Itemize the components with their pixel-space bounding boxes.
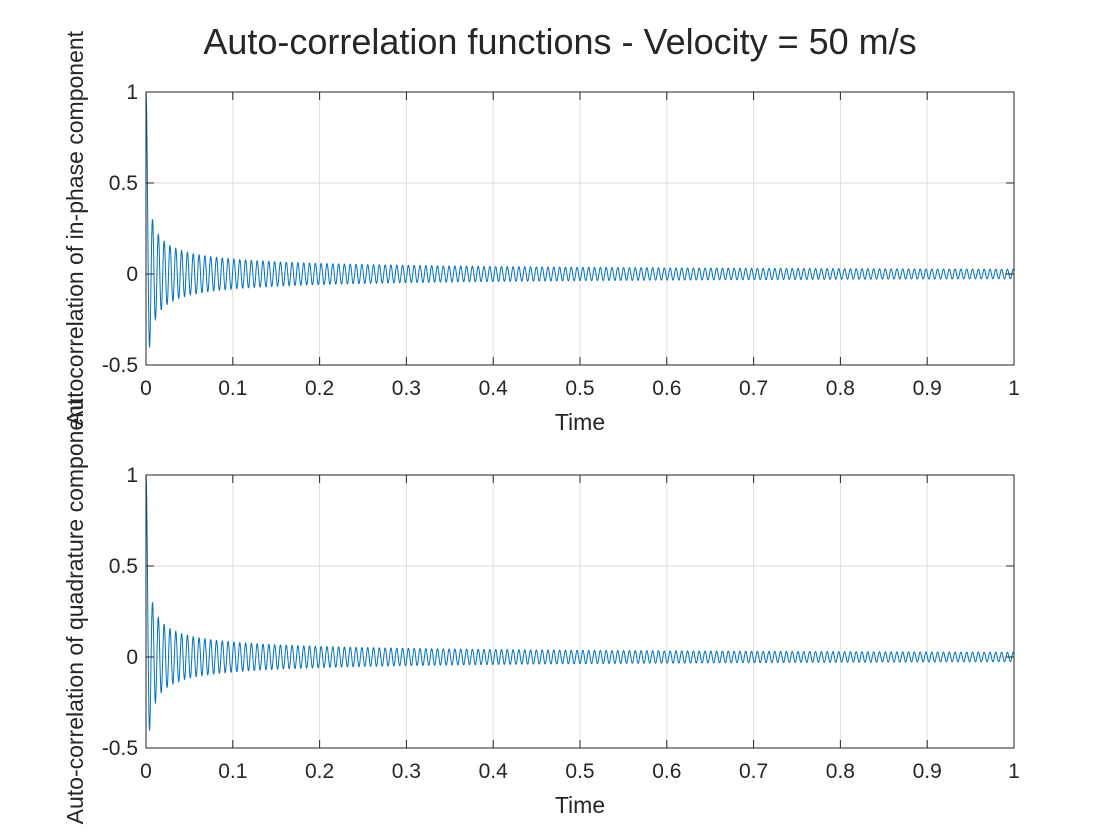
x-tick-label: 0.1: [218, 377, 247, 400]
x-tick-label: 0.3: [392, 760, 421, 783]
y-tick-label: 0.5: [109, 555, 138, 578]
x-tick-label: 0.6: [652, 377, 681, 400]
y-tick-label: 1: [126, 464, 138, 487]
x-tick-label: 1: [1008, 760, 1020, 783]
x-tick-label: 0.8: [826, 760, 855, 783]
x-tick-label: 0: [140, 760, 152, 783]
y-tick-label: 0: [126, 646, 138, 669]
y-tick-label: 1: [126, 81, 138, 104]
x-tick-label: 0.5: [565, 760, 594, 783]
y-axis-label: Auto-correlation of quadrature component: [62, 398, 88, 824]
x-tick-label: 0: [140, 377, 152, 400]
x-axis-label: Time: [555, 409, 605, 435]
x-tick-label: 0.9: [913, 760, 942, 783]
series-line: [146, 475, 1014, 731]
x-tick-label: 0.6: [652, 760, 681, 783]
y-tick-label: -0.5: [102, 354, 138, 377]
y-axis-label: Autocorrelation of in-phase component: [62, 30, 88, 426]
x-axis-label: Time: [555, 792, 605, 818]
x-tick-label: 0.8: [826, 377, 855, 400]
y-tick-label: 0: [126, 263, 138, 286]
x-tick-label: 0.7: [739, 760, 768, 783]
chart-quadrature: 0 0.1 0.2 0.3 0.4 0.5 0.6 0.7 0.8 0.9 1-0.500.51Ti…: [62, 398, 1020, 824]
x-tick-label: 0.3: [392, 377, 421, 400]
x-tick-label: 0.4: [479, 377, 509, 400]
y-tick-label: -0.5: [102, 737, 138, 760]
grid: [145, 474, 1015, 749]
figure-title: Auto-correlation functions - Velocity = …: [203, 21, 916, 62]
x-tick-label: 0.2: [305, 377, 334, 400]
x-tick-label: 1: [1008, 377, 1020, 400]
series-line: [146, 92, 1014, 348]
x-tick-label: 0.9: [913, 377, 942, 400]
grid: [145, 91, 1015, 366]
x-tick-label: 0.7: [739, 377, 768, 400]
chart-in-phase: 0 0.1 0.2 0.3 0.4 0.5 0.6 0.7 0.8 0.9 1-0.500.51Ti…: [62, 30, 1020, 435]
x-tick-label: 0.5: [565, 377, 594, 400]
x-tick-label: 0.2: [305, 760, 334, 783]
y-tick-label: 0.5: [109, 172, 138, 195]
x-tick-label: 0.4: [479, 760, 509, 783]
x-tick-label: 0.1: [218, 760, 247, 783]
